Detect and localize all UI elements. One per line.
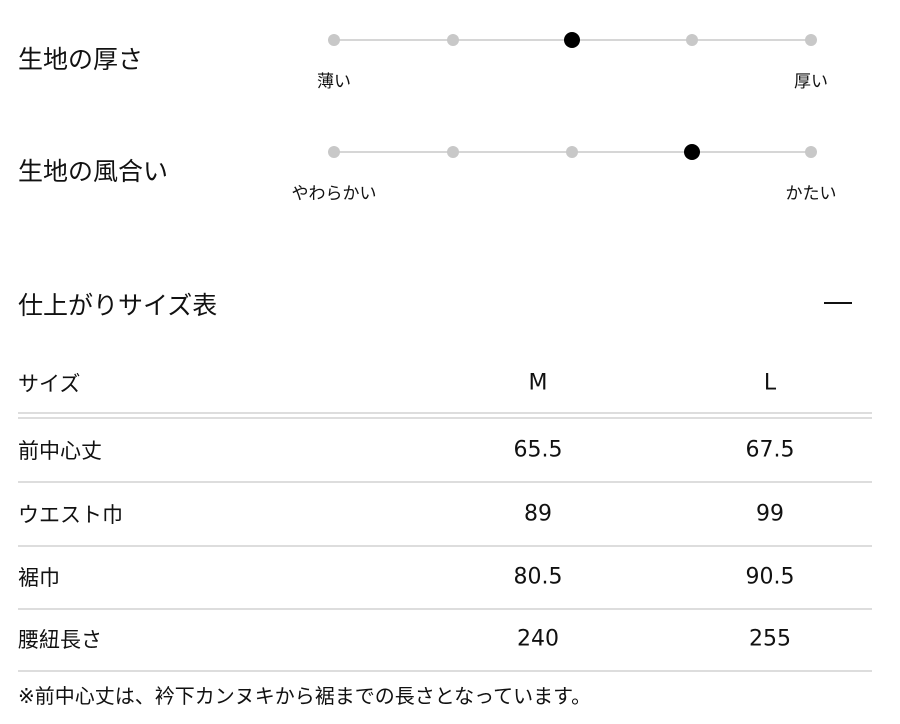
row-divider [18, 545, 872, 547]
size-note: ※前中心丈は、衿下カンヌキから裾までの長さとなっています。 [18, 684, 592, 708]
scale-title: 生地の風合い [18, 157, 169, 186]
scale-left-label: 薄い [317, 72, 351, 92]
scale-dot [805, 146, 817, 158]
divider [18, 412, 872, 414]
size-table-title: 仕上がりサイズ表 [18, 291, 218, 320]
cell-m: 89 [524, 501, 552, 527]
divider [18, 417, 872, 419]
scale-left-label: やわらかい [291, 184, 377, 204]
cell-l: 67.5 [745, 437, 795, 463]
cell-m: 240 [517, 626, 559, 652]
cell-l: 255 [749, 626, 791, 652]
scale-dot [447, 34, 459, 46]
scale-dot [328, 146, 340, 158]
scale-title: 生地の厚さ [18, 45, 144, 74]
row-label: 腰紐長さ [18, 628, 102, 652]
minus-icon[interactable] [824, 302, 852, 304]
scale-dot [447, 146, 459, 158]
row-divider [18, 608, 872, 610]
header-l: L [763, 370, 777, 396]
cell-m: 80.5 [513, 564, 563, 590]
row-label: 前中心丈 [18, 439, 102, 463]
row-label: ウエスト巾 [18, 503, 123, 527]
scale-right-label: かたい [785, 184, 837, 204]
cell-l: 90.5 [745, 564, 795, 590]
row-divider [18, 481, 872, 483]
scale-dot [566, 146, 578, 158]
scale-dot-selected [564, 32, 580, 48]
scale-dot [686, 34, 698, 46]
cell-m: 65.5 [513, 437, 563, 463]
cell-l: 99 [756, 501, 784, 527]
row-divider [18, 670, 872, 672]
row-label: 裾巾 [18, 566, 60, 590]
header-m: M [528, 370, 548, 396]
scale-dot-selected [684, 144, 700, 160]
scale-dot [805, 34, 817, 46]
scale-right-label: 厚い [794, 72, 828, 92]
header-size: サイズ [18, 372, 81, 396]
scale-dot [328, 34, 340, 46]
